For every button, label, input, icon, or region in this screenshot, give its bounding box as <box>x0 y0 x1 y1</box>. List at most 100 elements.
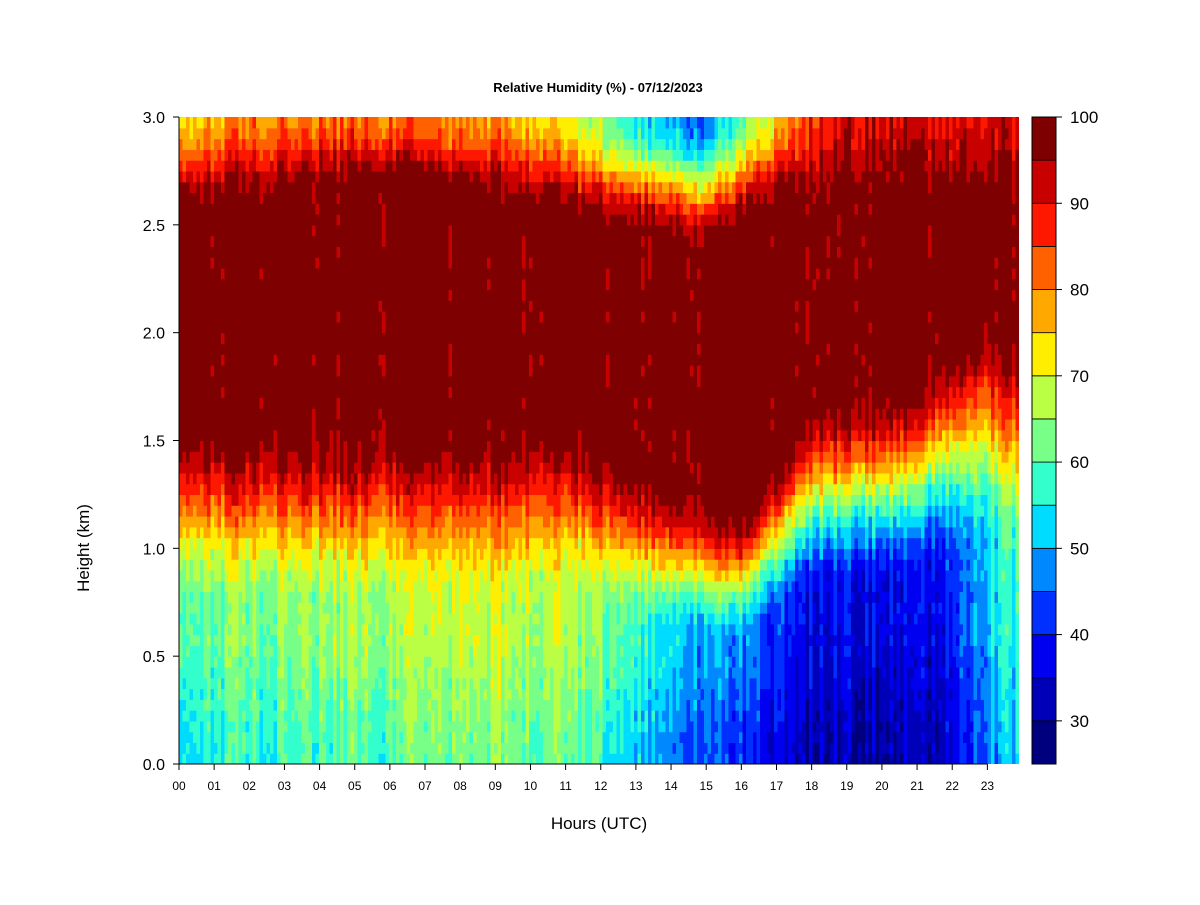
heatmap-cell <box>959 483 964 506</box>
heatmap-cell <box>732 548 737 560</box>
heatmap-cell <box>658 731 663 754</box>
heatmap-cell <box>823 181 828 420</box>
heatmap-cell <box>914 483 919 506</box>
heatmap-cell <box>942 408 947 431</box>
heatmap-cell <box>945 548 950 560</box>
heatmap-cell <box>560 559 565 679</box>
heatmap-cell <box>361 160 366 474</box>
heatmap-cell <box>270 472 275 496</box>
heatmap-cell <box>445 559 450 571</box>
heatmap-cell <box>921 117 926 129</box>
heatmap-cell <box>711 634 716 690</box>
heatmap-cell <box>693 580 698 593</box>
heatmap-cell <box>644 537 649 560</box>
heatmap-cell <box>935 418 940 442</box>
heatmap-cell <box>235 656 240 679</box>
heatmap-cell <box>921 127 926 409</box>
heatmap-cell <box>522 300 527 312</box>
heatmap-cell <box>259 526 264 549</box>
heatmap-cell <box>987 451 992 474</box>
heatmap-cell <box>746 710 751 764</box>
heatmap-cell <box>963 472 968 496</box>
heatmap-cell <box>826 429 831 452</box>
heatmap-cell <box>263 192 268 452</box>
heatmap-cell <box>1012 343 1017 377</box>
heatmap-cell <box>1012 418 1017 442</box>
heatmap-cell <box>399 623 404 636</box>
heatmap-cell <box>798 731 803 744</box>
heatmap-cell <box>763 170 768 183</box>
heatmap-cell <box>760 569 765 593</box>
heatmap-cell <box>886 451 891 474</box>
heatmap-cell <box>742 710 747 764</box>
heatmap-cell <box>266 623 271 636</box>
heatmap-cell <box>361 559 366 582</box>
heatmap-cell <box>942 117 947 140</box>
heatmap-cell <box>837 472 842 485</box>
heatmap-cell <box>749 170 754 183</box>
heatmap-cell <box>679 160 684 172</box>
heatmap-cell <box>714 149 719 161</box>
heatmap-cell <box>326 526 331 539</box>
heatmap-cell <box>259 505 264 528</box>
heatmap-cell <box>658 613 663 668</box>
heatmap-cell <box>763 181 768 194</box>
heatmap-cell <box>522 192 527 237</box>
heatmap-cell <box>616 483 621 496</box>
heatmap-cell <box>865 753 870 764</box>
heatmap-cell <box>977 117 982 172</box>
heatmap-cell <box>210 365 215 377</box>
heatmap-cell <box>462 149 467 161</box>
heatmap-cell <box>242 494 247 517</box>
heatmap-cell <box>319 710 324 722</box>
heatmap-cell <box>564 472 569 485</box>
heatmap-cell <box>252 138 257 150</box>
heatmap-cell <box>970 170 975 366</box>
heatmap-cell <box>809 526 814 539</box>
heatmap-cell <box>847 451 852 463</box>
heatmap-cell <box>774 537 779 549</box>
heatmap-cell <box>340 526 345 549</box>
heatmap-cell <box>931 753 936 764</box>
heatmap-cell <box>819 117 824 150</box>
heatmap-cell <box>193 720 198 744</box>
heatmap-cell <box>889 451 894 463</box>
heatmap-cell <box>389 138 394 161</box>
heatmap-cell <box>900 537 905 560</box>
heatmap-cell <box>917 429 922 442</box>
heatmap-cell <box>714 559 719 582</box>
heatmap-cell <box>427 462 432 485</box>
heatmap-cell <box>917 559 922 603</box>
heatmap-cell <box>361 742 366 754</box>
heatmap-cell <box>784 559 789 582</box>
heatmap-cell <box>396 591 401 679</box>
heatmap-cell <box>620 602 625 636</box>
heatmap-cell <box>399 160 404 463</box>
heatmap-cell <box>914 408 919 420</box>
heatmap-cell <box>473 149 478 161</box>
heatmap-cell <box>301 677 306 690</box>
heatmap-cell <box>532 451 537 485</box>
heatmap-cell <box>816 462 821 485</box>
heatmap-cell <box>445 149 450 161</box>
heatmap-cell <box>315 666 320 744</box>
heatmap-cell <box>760 515 765 528</box>
heatmap-cell <box>284 548 289 571</box>
heatmap-cell <box>725 677 730 722</box>
heatmap-cell <box>959 472 964 485</box>
heatmap-cell <box>200 720 205 764</box>
heatmap-cell <box>532 645 537 657</box>
heatmap-cell <box>966 117 971 129</box>
heatmap-cell <box>529 192 534 258</box>
heatmap-cell <box>263 537 268 549</box>
heatmap-cell <box>298 117 303 150</box>
heatmap-cell <box>914 623 919 657</box>
heatmap-cell <box>287 559 292 571</box>
heatmap-cell <box>228 602 233 614</box>
heatmap-cell <box>651 149 656 161</box>
heatmap-cell <box>259 138 264 161</box>
heatmap-cell <box>651 160 656 172</box>
heatmap-cell <box>508 569 513 679</box>
heatmap-cell <box>690 559 695 571</box>
heatmap-cell <box>490 537 495 582</box>
